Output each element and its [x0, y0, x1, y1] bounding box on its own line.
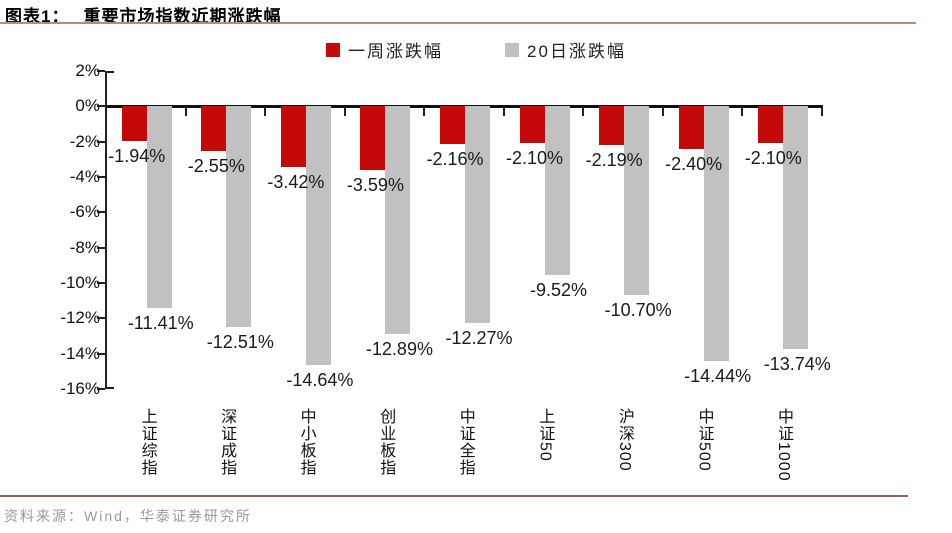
bar-20day [226, 106, 252, 328]
bar-weekly [519, 106, 545, 144]
x-axis-tick [502, 107, 505, 116]
x-axis-category-label: 中证500 [695, 408, 713, 472]
bar-weekly-value-label: -2.19% [585, 150, 643, 171]
title-divider [0, 22, 916, 24]
bar-20day-value-label: -14.44% [684, 366, 752, 387]
y-axis-tick [97, 352, 105, 355]
y-axis-tick-label: -12% [60, 308, 100, 328]
bar-weekly [201, 106, 227, 152]
plot-area: 2% 0% -2% -4% -6% -8% -10% -12% -14% -16% -1.94% -1… [60, 61, 830, 398]
y-axis-tick [97, 388, 105, 390]
bar-20day [624, 106, 650, 296]
bar-20day-value-label: -12.89% [365, 339, 433, 360]
bar-weekly-value-label: -2.10% [744, 148, 802, 169]
legend-item-weekly: 一周涨跌幅 [326, 37, 443, 62]
x-axis-tick [582, 107, 585, 116]
y-axis-tick [97, 105, 105, 108]
legend-swatch-weekly-icon [326, 42, 341, 57]
bar-20day [305, 106, 331, 365]
bar-weekly-value-label: -2.40% [665, 153, 723, 174]
y-axis-line [105, 71, 107, 389]
legend-swatch-20day-icon [505, 42, 520, 57]
bar-20day-value-label: -9.52% [530, 279, 588, 300]
y-axis-tick [97, 176, 105, 178]
bar-20day [703, 106, 729, 362]
bar-20day-value-label: -14.64% [286, 369, 354, 390]
chart-title-text: 重要市场指数近期涨跌幅 [83, 7, 282, 26]
legend-label-20day: 20日涨跌幅 [527, 42, 626, 61]
bar-weekly-value-label: -3.59% [346, 174, 404, 195]
x-axis-category-label: 沪深300 [615, 408, 633, 472]
bar-20day-value-label: -12.51% [206, 332, 274, 353]
bar-weekly [758, 106, 784, 144]
y-axis-tick [97, 317, 105, 320]
x-axis-category-label: 中证1000 [775, 408, 793, 482]
bar-weekly-value-label: -2.55% [187, 156, 245, 177]
x-axis-tick [343, 107, 346, 116]
y-axis-tick [97, 211, 105, 214]
y-axis-tick [97, 246, 105, 249]
x-axis-tick [264, 107, 267, 116]
x-axis-category-label: 上证50 [536, 408, 554, 462]
bar-20day-value-label: -12.27% [445, 328, 513, 349]
y-axis-end-tick [107, 387, 114, 389]
bar-weekly [440, 106, 465, 145]
x-axis-tick [821, 107, 823, 116]
y-axis-tick-label: -4% [69, 167, 100, 186]
y-axis-tick-label: -16% [60, 379, 100, 398]
bar-weekly-value-label: -2.10% [506, 148, 564, 169]
x-axis-category-label: 中证全指 [456, 408, 474, 476]
bar-weekly-value-label: -1.94% [108, 145, 166, 166]
x-axis-tick [423, 107, 426, 116]
x-axis-category-labels: 上证综指 深证成指 中小板指 创业板指 中证全指 上证50 沪深300 中证500 中证1000 [107, 408, 823, 490]
bar-20day-value-label: -10.70% [604, 300, 672, 321]
y-axis-tick [97, 70, 105, 72]
bar-weekly [599, 106, 625, 146]
bar-weekly [678, 106, 704, 149]
bar-20day [783, 106, 809, 350]
x-axis-category-label: 上证综指 [138, 408, 156, 476]
y-axis-tick-label: 2% [75, 61, 100, 80]
y-axis-tick-label: 0% [75, 96, 100, 116]
bar-20day-value-label: -11.41% [127, 312, 194, 333]
x-axis-category-label: 创业板指 [377, 408, 395, 476]
bar-20day-value-label: -13.74% [763, 354, 831, 375]
bar-weekly-value-label: -2.16% [426, 149, 484, 170]
bar-20day [385, 106, 411, 335]
x-axis-category-label: 中小板指 [297, 408, 315, 476]
legend-item-20day: 20日涨跌幅 [505, 37, 626, 62]
bar-20day [146, 106, 172, 308]
x-axis-tick [661, 107, 664, 116]
y-axis-tick-label: -14% [60, 343, 100, 363]
chart-legend: 一周涨跌幅 20日涨跌幅 [0, 37, 952, 62]
source-note: 资料来源：Wind，华泰证券研究所 [4, 508, 252, 524]
bar-weekly [360, 106, 386, 170]
x-axis-tick [741, 107, 744, 116]
legend-label-weekly: 一周涨跌幅 [348, 42, 444, 61]
chart-title-prefix: 图表1： [5, 7, 70, 26]
y-axis-tick-label: -2% [69, 131, 100, 151]
y-axis-tick-label: -8% [69, 237, 100, 257]
bar-20day [465, 106, 490, 324]
y-axis-tick-label: -6% [69, 202, 100, 222]
y-axis-tick [97, 282, 105, 284]
bar-weekly-value-label: -3.42% [267, 171, 325, 192]
y-axis-tick-label: -10% [60, 273, 100, 292]
footer-divider [0, 495, 908, 497]
x-axis-category-label: 深证成指 [218, 408, 236, 476]
y-axis-end-tick [107, 71, 114, 73]
x-axis-tick [184, 107, 187, 116]
bar-weekly [121, 106, 147, 141]
bar-20day [544, 106, 570, 275]
y-axis-tick [97, 140, 105, 143]
chart-title: 图表1： 重要市场指数近期涨跌幅 [5, 2, 281, 27]
bar-weekly [280, 106, 306, 167]
